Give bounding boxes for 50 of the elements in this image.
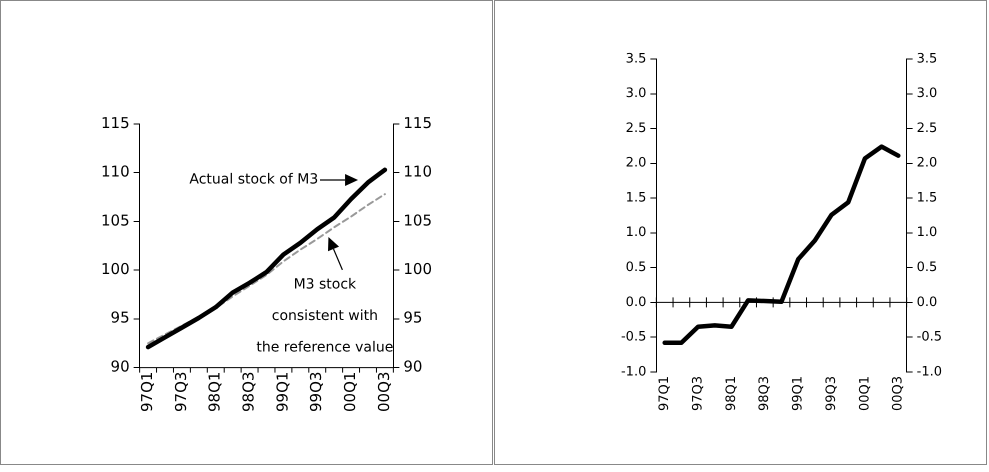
y-tick-label: -1.0 bbox=[620, 364, 646, 380]
y2-tick-label: -1.0 bbox=[916, 364, 942, 380]
y2-tick-label: 100 bbox=[403, 260, 432, 278]
annotation: M3 stock consistent with the reference value bbox=[256, 276, 394, 356]
y-tick-label: 115 bbox=[100, 114, 130, 132]
x-tick-label: 97Q3 bbox=[690, 376, 706, 411]
y2-tick-label: 115 bbox=[403, 114, 432, 132]
y2-tick-label: 1.5 bbox=[916, 190, 938, 206]
y2-tick-label: 1.0 bbox=[916, 225, 938, 240]
y2-tick-label: 95 bbox=[403, 308, 422, 327]
y2-tick-label: -0.5 bbox=[916, 330, 942, 345]
x-tick-label: 97Q3 bbox=[172, 372, 190, 412]
x-tick-label: 98Q1 bbox=[206, 372, 224, 412]
x-tick-label: 00Q1 bbox=[857, 376, 872, 411]
y2-tick-label: 110 bbox=[403, 162, 432, 181]
x-tick-label: 00Q3 bbox=[374, 372, 393, 412]
y-tick-label: 0.5 bbox=[626, 260, 646, 276]
x-tick-label: 98Q3 bbox=[757, 376, 772, 411]
x-tick-label: 97Q1 bbox=[138, 372, 156, 412]
x-tick-label: 99Q3 bbox=[824, 376, 839, 411]
y2-tick-label: 2.0 bbox=[916, 156, 938, 171]
x-tick-label: 99Q1 bbox=[790, 376, 806, 411]
x-tick-label: 98Q3 bbox=[239, 372, 258, 412]
y-tick-label: 3.5 bbox=[626, 51, 646, 66]
x-tick-label: 99Q1 bbox=[273, 372, 292, 412]
y2-tick-label: 3.5 bbox=[916, 51, 938, 66]
annotation: Actual stock of M3 bbox=[189, 172, 318, 188]
x-tick-label: 99Q3 bbox=[307, 372, 326, 412]
y-tick-label: 2.5 bbox=[626, 120, 646, 136]
x-tick-label: 00Q3 bbox=[890, 376, 906, 411]
y-tick-label: 110 bbox=[100, 162, 130, 181]
y2-tick-label: 2.5 bbox=[916, 120, 938, 136]
y-tick-label: 90 bbox=[110, 357, 130, 376]
y2-tick-label: 3.0 bbox=[916, 86, 938, 102]
y-tick-label: 95 bbox=[110, 308, 130, 327]
y-tick-label: -0.5 bbox=[620, 330, 646, 345]
x-tick-label: 00Q1 bbox=[340, 372, 359, 412]
y-tick-label: 2.0 bbox=[626, 156, 646, 171]
y-tick-label: 105 bbox=[100, 211, 130, 230]
y-tick-label: 1.0 bbox=[626, 225, 646, 240]
y2-tick-label: 0.0 bbox=[916, 294, 938, 310]
y-tick-label: 100 bbox=[100, 260, 130, 278]
x-tick-label: 98Q1 bbox=[724, 376, 739, 411]
x-tick-label: 97Q1 bbox=[657, 376, 672, 411]
y2-tick-label: 0.5 bbox=[916, 260, 938, 276]
y-tick-label: 1.5 bbox=[626, 190, 646, 206]
y2-tick-label: 105 bbox=[403, 211, 432, 230]
y-tick-label: 3.0 bbox=[626, 86, 646, 102]
y-tick-label: 0.0 bbox=[626, 294, 646, 310]
y2-tick-label: 90 bbox=[403, 357, 422, 376]
